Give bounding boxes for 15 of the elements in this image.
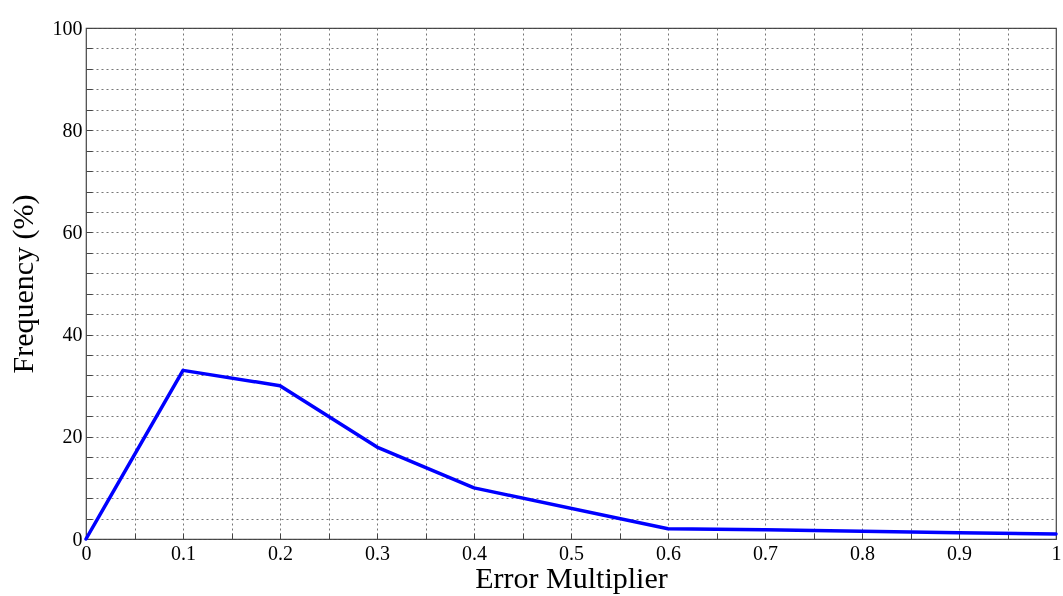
line-series [84, 368, 1058, 541]
y-tick-label: 20 [62, 425, 83, 448]
y-axis-title: Frequency (%) [5, 194, 40, 374]
y-tick-label: 40 [62, 323, 83, 346]
y-tick-label: 80 [62, 118, 83, 141]
y-tick-label: 0 [72, 527, 83, 550]
x-tick-label: 0.3 [365, 541, 390, 564]
x-tick-label: 0.9 [947, 541, 972, 564]
y-tick-label: 60 [62, 220, 83, 243]
x-tick-label: 0.8 [850, 541, 875, 564]
x-tick-label: 0.1 [171, 541, 196, 564]
y-tick-label: 100 [52, 16, 83, 39]
x-tick-label: 0.7 [753, 541, 778, 564]
x-tick-label: 0.2 [268, 541, 293, 564]
x-tick-label: 1 [1051, 541, 1062, 564]
